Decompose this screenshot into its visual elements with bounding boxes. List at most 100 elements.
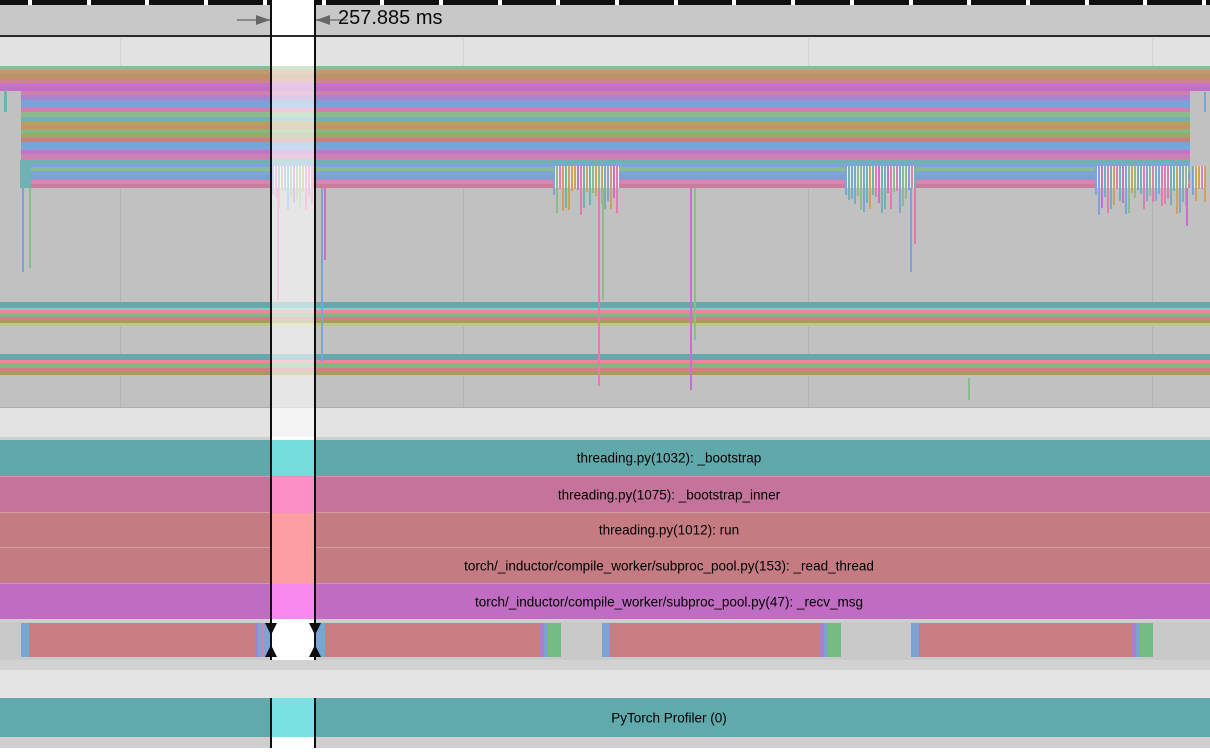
call-stack-spike[interactable] <box>1186 188 1188 226</box>
flame-stripe[interactable] <box>0 368 1210 371</box>
call-stack-tick[interactable] <box>1173 166 1175 192</box>
call-stack-tick[interactable] <box>1201 166 1203 190</box>
call-stack-spike[interactable] <box>598 188 600 386</box>
flame-stripe[interactable] <box>21 99 1190 104</box>
flame-stripe[interactable] <box>0 82 1210 88</box>
call-stack-tick[interactable] <box>1140 166 1142 194</box>
call-stack-tick[interactable] <box>1104 166 1106 197</box>
call-stack-tick[interactable] <box>1179 166 1181 213</box>
flame-stripe[interactable] <box>0 310 1210 313</box>
call-stack-tick[interactable] <box>851 166 853 199</box>
flame-stripe[interactable] <box>0 87 1210 92</box>
call-stack-tick[interactable] <box>1182 166 1184 202</box>
flame-stripe[interactable] <box>21 112 1190 117</box>
flame-stripe[interactable] <box>0 70 1210 75</box>
flame-stripe[interactable] <box>0 320 1210 323</box>
call-stack-tick[interactable] <box>1149 166 1151 197</box>
call-stack-tick[interactable] <box>589 166 591 205</box>
call-stack-spike[interactable] <box>910 188 912 272</box>
call-stack-spike[interactable] <box>4 90 7 112</box>
call-stack-tick[interactable] <box>595 166 597 196</box>
call-stack-tick[interactable] <box>574 166 576 189</box>
call-stack-tick[interactable] <box>565 166 567 208</box>
call-stack-tick[interactable] <box>854 166 856 204</box>
call-stack-tick[interactable] <box>1122 166 1124 203</box>
call-stack-spike[interactable] <box>968 378 970 400</box>
call-stack-tick[interactable] <box>1198 166 1200 190</box>
flame-stripe[interactable] <box>21 141 1190 146</box>
flame-stripe[interactable] <box>0 371 1210 375</box>
flame-stripe[interactable] <box>0 323 1210 326</box>
slice-row-bootstrap-inner[interactable]: threading.py(1075): _bootstrap_inner <box>0 475 1210 513</box>
call-stack-tick[interactable] <box>1107 166 1109 213</box>
flame-stripe[interactable] <box>21 120 1190 125</box>
call-stack-tick[interactable] <box>604 166 606 209</box>
call-stack-tick[interactable] <box>1125 166 1127 215</box>
slice-row-bootstrap[interactable]: threading.py(1032): _bootstrap <box>0 440 1210 476</box>
ruler-tickbar[interactable] <box>0 0 1210 5</box>
call-stack-tick[interactable] <box>902 166 904 206</box>
flame-stripe[interactable] <box>0 313 1210 317</box>
selection-marker-left[interactable] <box>270 0 272 660</box>
call-stack-tick[interactable] <box>914 166 916 194</box>
flame-stripe[interactable] <box>21 137 1190 142</box>
call-stack-tick[interactable] <box>857 166 859 197</box>
call-stack-tick[interactable] <box>1134 166 1136 198</box>
flame-stripe[interactable] <box>0 66 1210 71</box>
call-stack-tick[interactable] <box>1164 166 1166 204</box>
flame-stripe[interactable] <box>21 162 1190 168</box>
call-stack-tick[interactable] <box>607 166 609 201</box>
call-stack-tick[interactable] <box>1098 166 1100 215</box>
slice-row-recv-msg[interactable]: torch/_inductor/compile_worker/subproc_p… <box>0 583 1210 620</box>
flame-stripe[interactable] <box>21 154 1190 159</box>
call-stack-tick[interactable] <box>1195 166 1197 202</box>
call-stack-tick[interactable] <box>1095 166 1097 196</box>
call-stack-tick[interactable] <box>848 166 850 200</box>
call-stack-tick[interactable] <box>911 166 913 189</box>
flame-stripe[interactable] <box>21 129 1190 134</box>
call-stack-tick[interactable] <box>568 166 570 210</box>
subprocess-slice-bar[interactable] <box>21 623 270 657</box>
call-stack-spike[interactable] <box>690 188 692 390</box>
slice-row-read-thread[interactable]: torch/_inductor/compile_worker/subproc_p… <box>0 547 1210 585</box>
call-stack-tick[interactable] <box>1110 166 1112 210</box>
flame-stripe[interactable] <box>0 360 1210 363</box>
call-stack-tick[interactable] <box>1128 166 1130 213</box>
call-stack-tick[interactable] <box>1185 166 1187 206</box>
call-stack-tick[interactable] <box>1116 166 1118 190</box>
subprocess-slice-bar[interactable] <box>911 623 1153 657</box>
call-stack-spike[interactable] <box>914 188 916 244</box>
call-stack-tick[interactable] <box>1170 166 1172 205</box>
call-stack-tick[interactable] <box>893 166 895 193</box>
call-stack-tick[interactable] <box>878 166 880 203</box>
flame-stripe[interactable] <box>21 133 1190 138</box>
subprocess-slice-bar[interactable] <box>316 623 561 657</box>
call-stack-tick[interactable] <box>616 166 618 214</box>
flame-stripe[interactable] <box>0 354 1210 360</box>
call-stack-tick[interactable] <box>1167 166 1169 200</box>
call-stack-tick[interactable] <box>1192 166 1194 196</box>
call-stack-spike[interactable] <box>324 188 326 260</box>
flame-stripe[interactable] <box>21 108 1190 113</box>
flame-stripe[interactable] <box>21 95 1190 100</box>
call-stack-tick[interactable] <box>899 166 901 213</box>
timeline-ruler[interactable] <box>0 5 1210 35</box>
call-stack-tick[interactable] <box>598 166 600 196</box>
call-stack-tick[interactable] <box>580 166 582 215</box>
call-stack-tick[interactable] <box>610 166 612 209</box>
call-stack-tick[interactable] <box>571 166 573 191</box>
call-stack-tick[interactable] <box>1119 166 1121 201</box>
call-stack-tick[interactable] <box>872 166 874 195</box>
flame-stripe[interactable] <box>0 308 1210 310</box>
call-stack-tick[interactable] <box>845 166 847 195</box>
call-stack-tick[interactable] <box>601 166 603 204</box>
call-stack-tick[interactable] <box>1143 166 1145 210</box>
call-stack-tick[interactable] <box>875 166 877 198</box>
call-stack-tick[interactable] <box>613 166 615 198</box>
call-stack-tick[interactable] <box>1204 166 1206 202</box>
slice-row-run[interactable]: threading.py(1012): run <box>0 511 1210 549</box>
slice-row-pytorch-profiler[interactable]: PyTorch Profiler (0) <box>0 698 1210 737</box>
flame-stripe[interactable] <box>21 91 1190 96</box>
call-stack-tick[interactable] <box>869 166 871 210</box>
